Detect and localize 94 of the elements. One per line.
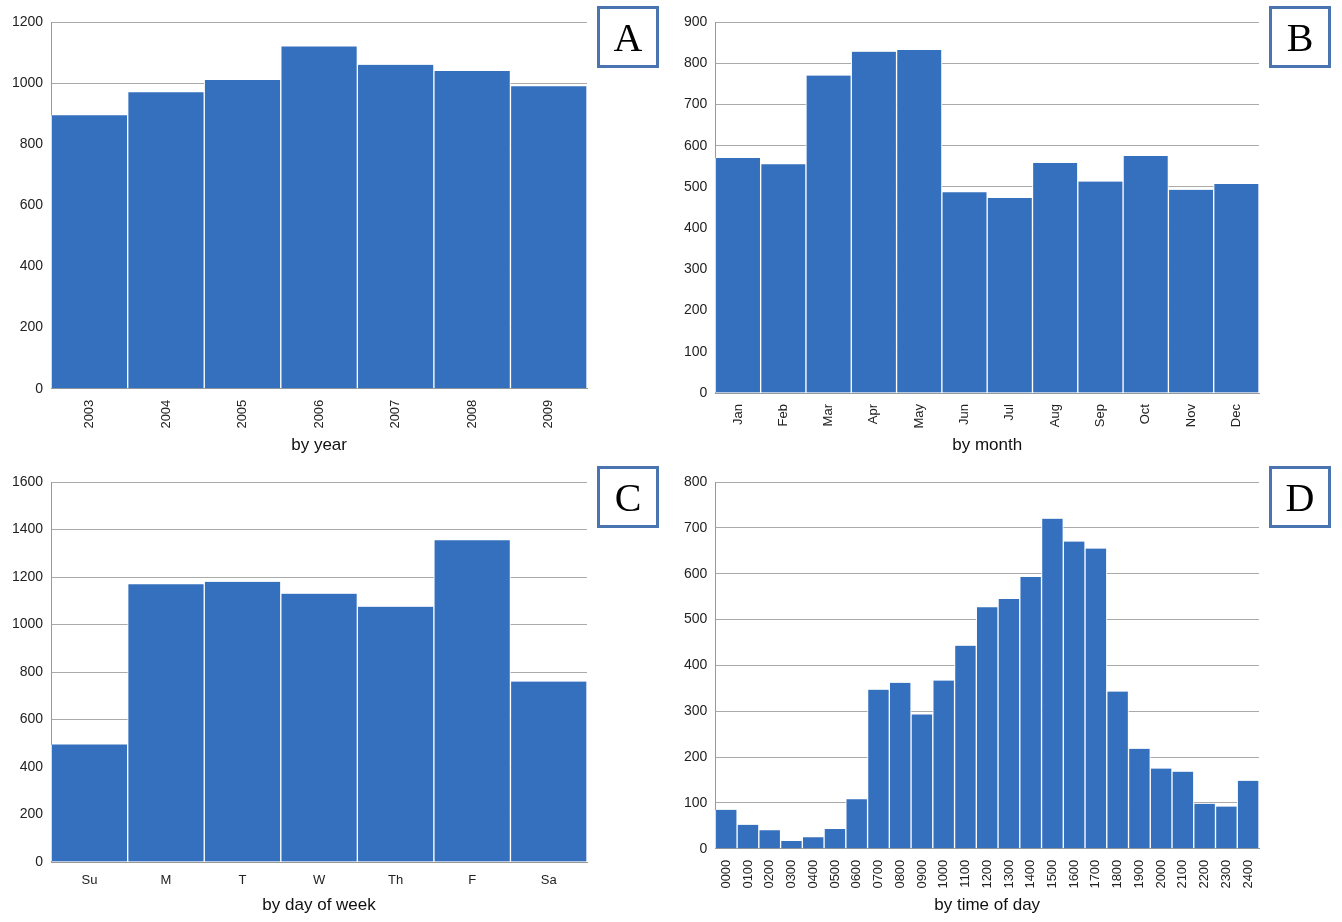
y-tick-label: 800 xyxy=(19,662,44,679)
x-tick-label: Mar xyxy=(820,403,836,427)
x-axis-title: by time of day xyxy=(934,895,1041,915)
x-tick-label: Jun xyxy=(956,404,972,426)
x-tick-label: Aug xyxy=(1046,404,1062,428)
y-tick-label: 400 xyxy=(19,757,44,774)
y-tick-label: 100 xyxy=(684,342,708,359)
x-tick-label: W xyxy=(312,872,326,888)
x-tick-label: Th xyxy=(388,872,404,888)
y-tick-label: 200 xyxy=(19,805,44,822)
x-tick-label: 2005 xyxy=(234,399,250,429)
x-tick-label: 0900 xyxy=(913,859,929,889)
x-tick-label: 2000 xyxy=(1152,859,1168,889)
y-tick-label: 600 xyxy=(684,564,708,581)
y-tick-label: 200 xyxy=(684,301,708,318)
x-tick-label: 0700 xyxy=(870,859,886,889)
x-tick-label: 2008 xyxy=(463,399,479,429)
text: B xyxy=(1269,6,1331,68)
x-tick-label: Dec xyxy=(1227,403,1243,428)
x-tick-label: 0800 xyxy=(891,859,907,889)
y-tick-label: 1200 xyxy=(11,12,44,29)
x-tick-label: Jan xyxy=(729,404,745,426)
y-tick-label: 1600 xyxy=(11,472,44,489)
x-tick-label: Apr xyxy=(865,403,881,425)
x-tick-label: 1300 xyxy=(1000,859,1016,889)
x-tick-label: 2100 xyxy=(1174,859,1190,889)
text: D xyxy=(1269,466,1331,528)
x-tick-label: F xyxy=(468,872,477,888)
y-tick-label: 400 xyxy=(19,257,44,274)
x-tick-label: Oct xyxy=(1137,403,1153,425)
y-tick-label: 300 xyxy=(684,260,708,277)
y-tick-label: 200 xyxy=(19,318,44,335)
x-tick-label: 2300 xyxy=(1217,859,1233,889)
x-tick-label: 2007 xyxy=(387,399,403,429)
y-tick-label: 600 xyxy=(684,136,708,153)
y-tick-label: 1000 xyxy=(11,615,44,632)
y-tick-label: 700 xyxy=(684,518,708,535)
x-tick-label: 0400 xyxy=(804,859,820,889)
y-tick-label: 800 xyxy=(19,135,44,152)
x-tick-label: 2003 xyxy=(81,399,96,429)
x-tick-label: 0100 xyxy=(739,859,755,889)
y-tick-label: 1400 xyxy=(11,520,44,537)
y-tick-label: 0 xyxy=(35,852,44,869)
x-tick-label: 0500 xyxy=(826,859,842,889)
text: C xyxy=(597,466,659,528)
text: A xyxy=(597,6,659,68)
y-tick-label: 600 xyxy=(19,710,44,727)
x-tick-label: 2004 xyxy=(157,399,173,429)
y-tick-label: 0 xyxy=(699,383,708,400)
y-tick-label: 500 xyxy=(684,177,708,194)
x-tick-label: Jul xyxy=(1001,403,1017,421)
x-axis-title: by day of week xyxy=(262,895,377,915)
x-tick-label: 0000 xyxy=(717,859,733,889)
x-tick-label: 1800 xyxy=(1109,859,1125,889)
x-axis-title: by month xyxy=(952,435,1023,455)
x-tick-label: 0600 xyxy=(848,859,864,889)
x-tick-label: 1400 xyxy=(1022,859,1038,889)
y-tick-label: 0 xyxy=(35,379,44,396)
y-tick-label: 200 xyxy=(684,747,708,764)
x-tick-label: 0300 xyxy=(783,859,799,889)
y-tick-label: 0 xyxy=(699,839,708,856)
y-tick-label: 1000 xyxy=(11,73,44,90)
x-tick-label: May xyxy=(910,403,926,429)
y-tick-label: 500 xyxy=(684,610,708,627)
y-tick-label: 800 xyxy=(684,472,708,489)
y-tick-label: 800 xyxy=(684,54,708,71)
y-tick-label: 700 xyxy=(684,95,708,112)
x-tick-label: Sep xyxy=(1092,404,1108,428)
x-tick-label: 2200 xyxy=(1196,859,1212,889)
x-tick-label: 2400 xyxy=(1239,859,1255,889)
x-tick-label: Su xyxy=(81,872,98,888)
x-tick-label: 2006 xyxy=(310,399,326,429)
x-tick-label: Nov xyxy=(1182,403,1198,428)
x-tick-label: 0200 xyxy=(761,859,777,889)
y-tick-label: 400 xyxy=(684,218,708,235)
x-tick-label: 1600 xyxy=(1065,859,1081,889)
x-axis-title: by year xyxy=(291,435,348,455)
x-tick-label: 1500 xyxy=(1043,859,1059,889)
x-tick-label: T xyxy=(238,872,247,888)
y-tick-label: 400 xyxy=(684,656,708,673)
x-tick-label: Sa xyxy=(540,872,558,888)
x-tick-label: Feb xyxy=(774,404,790,427)
y-tick-label: 300 xyxy=(684,702,708,719)
y-tick-label: 900 xyxy=(684,12,708,29)
x-tick-label: 1200 xyxy=(978,859,994,889)
x-tick-label: 1700 xyxy=(1087,859,1103,889)
x-tick-label: M xyxy=(160,872,172,888)
x-tick-label: 1100 xyxy=(957,859,973,888)
y-tick-label: 100 xyxy=(684,793,708,810)
x-tick-label: 1900 xyxy=(1130,859,1146,889)
y-tick-label: 1200 xyxy=(11,567,44,584)
x-tick-label: 2009 xyxy=(540,399,556,429)
x-tick-label: 1000 xyxy=(935,859,951,889)
y-tick-label: 600 xyxy=(19,196,44,213)
